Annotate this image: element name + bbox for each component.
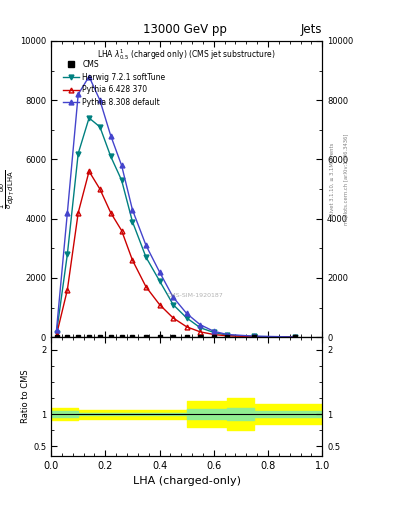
Text: 13000 GeV pp: 13000 GeV pp <box>143 23 227 36</box>
Text: CMS-SIM-1920187: CMS-SIM-1920187 <box>166 293 223 298</box>
X-axis label: LHA (charged-only): LHA (charged-only) <box>133 476 241 486</box>
Text: Jets: Jets <box>301 23 322 36</box>
Y-axis label: Ratio to CMS: Ratio to CMS <box>21 370 30 423</box>
Text: mcplots.cern.ch [arXiv:1306.3436]: mcplots.cern.ch [arXiv:1306.3436] <box>344 134 349 225</box>
Text: Rivet 3.1.10, ≥ 3.1M events: Rivet 3.1.10, ≥ 3.1M events <box>330 142 335 216</box>
Y-axis label: $\frac{1}{\sigma}\frac{d\sigma}{dp_T\,d\,\mathrm{LHA}}$: $\frac{1}{\sigma}\frac{d\sigma}{dp_T\,d\… <box>0 169 17 209</box>
Text: LHA $\lambda^{1}_{0.5}$ (charged only) (CMS jet substructure): LHA $\lambda^{1}_{0.5}$ (charged only) (… <box>97 47 276 62</box>
Legend: CMS, Herwig 7.2.1 softTune, Pythia 6.428 370, Pythia 8.308 default: CMS, Herwig 7.2.1 softTune, Pythia 6.428… <box>61 57 169 110</box>
